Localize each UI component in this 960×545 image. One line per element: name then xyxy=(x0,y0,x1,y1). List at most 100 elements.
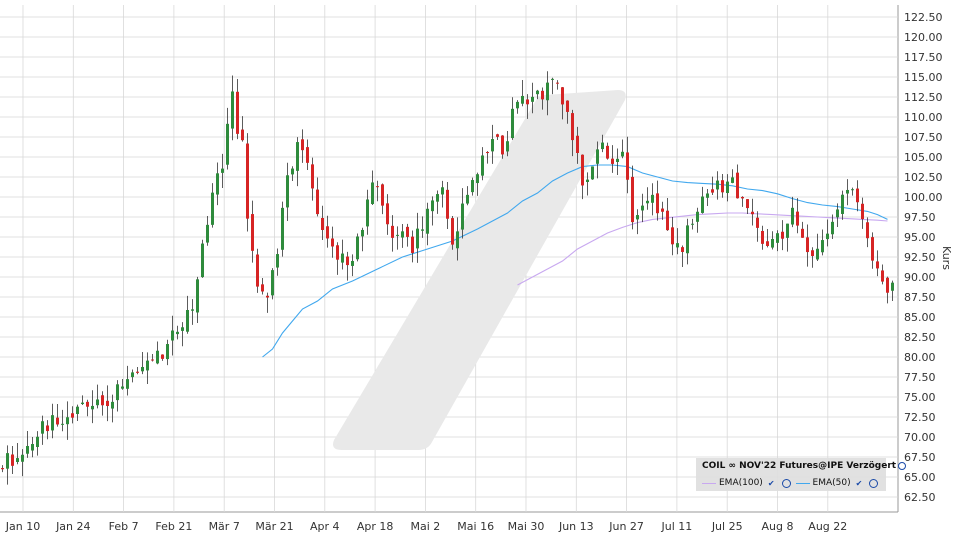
candle xyxy=(856,180,859,212)
candle-body xyxy=(711,189,714,193)
candle-body xyxy=(21,454,24,462)
candle-body xyxy=(171,330,174,341)
candle xyxy=(156,341,159,365)
check-icon[interactable]: ✔ xyxy=(767,478,775,488)
ema100-line xyxy=(517,212,888,286)
candle-body xyxy=(241,129,244,141)
candle xyxy=(746,199,749,215)
candle-body xyxy=(551,78,554,80)
candle xyxy=(236,78,239,140)
candle-body xyxy=(126,379,129,389)
candle xyxy=(176,325,179,340)
y-tick-label: 70.00 xyxy=(904,431,936,444)
candle xyxy=(6,445,9,485)
candle-body xyxy=(646,200,649,204)
settings-icon[interactable] xyxy=(869,478,879,488)
candle-body xyxy=(296,142,299,171)
candle-body xyxy=(486,152,489,154)
candle xyxy=(536,89,539,100)
candle xyxy=(461,188,464,239)
candle xyxy=(146,352,149,385)
candle xyxy=(111,394,114,423)
candle xyxy=(341,239,344,270)
candle-body xyxy=(561,87,564,105)
candle xyxy=(561,86,564,120)
candle-body xyxy=(491,139,494,152)
candle-body xyxy=(101,395,104,406)
candle-body xyxy=(221,168,224,173)
candle-body xyxy=(606,145,609,159)
candle xyxy=(41,415,44,445)
candle xyxy=(731,169,734,184)
candle-body xyxy=(541,90,544,100)
x-tick-label: Jul 11 xyxy=(661,520,693,533)
y-tick-label: 95.00 xyxy=(904,231,936,244)
candle xyxy=(141,352,144,375)
candle xyxy=(96,384,99,409)
legend-ema100-label: EMA(100) xyxy=(719,478,763,488)
candle xyxy=(726,174,729,202)
candle-body xyxy=(116,384,119,401)
candle-body xyxy=(731,177,734,183)
candle-body xyxy=(176,331,179,335)
candle xyxy=(801,221,804,238)
x-tick-label: Mai 16 xyxy=(457,520,494,533)
candle-body xyxy=(301,139,304,151)
candle xyxy=(496,133,499,141)
check-icon[interactable]: ✔ xyxy=(855,478,863,488)
candle-body xyxy=(796,211,799,226)
candle-body xyxy=(761,230,764,244)
x-tick-label: Jul 25 xyxy=(711,520,743,533)
candle xyxy=(521,79,524,107)
candle-body xyxy=(596,149,599,164)
ema50-line xyxy=(262,164,888,358)
y-tick-label: 117.50 xyxy=(904,51,943,64)
candle-body xyxy=(66,417,69,425)
candle-body xyxy=(146,360,149,371)
candle xyxy=(121,379,124,390)
candle-body xyxy=(866,222,869,239)
candle-body xyxy=(851,189,854,191)
candle-body xyxy=(521,95,524,104)
candle-body xyxy=(676,243,679,248)
candle xyxy=(291,166,294,182)
candle xyxy=(116,380,119,412)
candle xyxy=(766,228,769,248)
candle xyxy=(136,366,139,375)
candle-body xyxy=(81,402,84,405)
candle xyxy=(876,250,879,277)
candle xyxy=(866,217,869,248)
candle-body xyxy=(781,231,784,239)
candle xyxy=(71,406,74,424)
settings-icon[interactable] xyxy=(898,462,907,470)
candle xyxy=(566,100,569,124)
candle xyxy=(331,226,334,258)
candle xyxy=(321,205,324,240)
settings-icon[interactable] xyxy=(781,478,791,488)
candle-body xyxy=(716,180,719,190)
candle-body xyxy=(331,238,334,247)
candle-body xyxy=(841,194,844,214)
x-tick-label: Feb 21 xyxy=(155,520,192,533)
y-tick-label: 120.00 xyxy=(904,31,943,44)
candle xyxy=(366,189,369,235)
candle xyxy=(796,198,799,234)
candle xyxy=(271,268,274,300)
candle-body xyxy=(346,256,349,266)
candle-body xyxy=(446,189,449,219)
candle-body xyxy=(351,260,354,266)
candle xyxy=(851,187,854,196)
candle-body xyxy=(286,175,289,208)
candle-body xyxy=(186,310,189,332)
candle-body xyxy=(656,193,659,214)
candle-body xyxy=(576,135,579,153)
candle-body xyxy=(846,189,849,194)
candle xyxy=(261,277,264,295)
y-tick-label: 87.50 xyxy=(904,291,936,304)
candle xyxy=(696,207,699,233)
candle xyxy=(486,151,489,164)
candle-body xyxy=(756,217,759,228)
ema100-swatch xyxy=(702,482,716,484)
candle xyxy=(346,251,349,281)
candle xyxy=(106,385,109,422)
